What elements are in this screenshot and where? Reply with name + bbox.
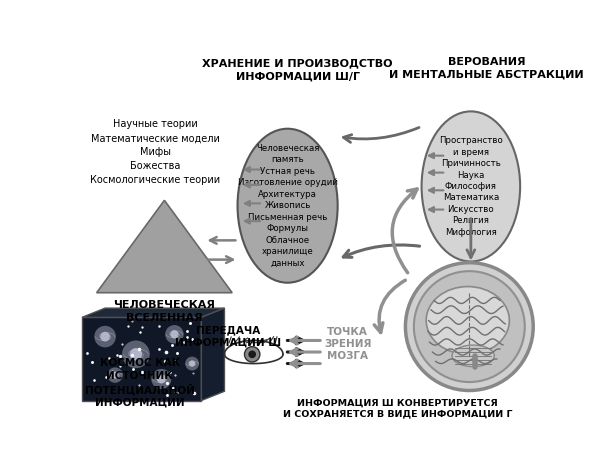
Text: ИНФОРМАЦИЯ Ш КОНВЕРТИРУЕТСЯ
И СОХРАНЯЕТСЯ В ВИДЕ ИНФОРМАЦИИ Г: ИНФОРМАЦИЯ Ш КОНВЕРТИРУЕТСЯ И СОХРАНЯЕТС… xyxy=(283,398,512,418)
Text: ВЕРОВАНИЯ
И МЕНТАЛЬНЫЕ АБСТРАКЦИИ: ВЕРОВАНИЯ И МЕНТАЛЬНЫЕ АБСТРАКЦИИ xyxy=(389,57,584,80)
Circle shape xyxy=(248,350,256,358)
Ellipse shape xyxy=(452,345,494,367)
Ellipse shape xyxy=(422,112,520,262)
Circle shape xyxy=(107,368,123,383)
Text: Пространство
и время
Причинность
Наука
Философия
Математика
Искусство
Религия
Ми: Пространство и время Причинность Наука Ф… xyxy=(439,136,503,237)
Ellipse shape xyxy=(238,129,338,283)
Circle shape xyxy=(130,348,142,361)
Circle shape xyxy=(170,330,178,338)
Circle shape xyxy=(414,271,525,382)
Polygon shape xyxy=(201,308,224,400)
Text: ЧЕЛОВЕЧЕСКАЯ
ВСЕЛЕННАЯ: ЧЕЛОВЕЧЕСКАЯ ВСЕЛЕННАЯ xyxy=(113,300,215,323)
Circle shape xyxy=(157,375,166,383)
Circle shape xyxy=(245,347,260,362)
Circle shape xyxy=(185,357,199,370)
Text: ПЕРЕДАЧА
ИНФОРМАЦИИ Ш: ПЕРЕДАЧА ИНФОРМАЦИИ Ш xyxy=(175,325,281,347)
Text: Человеческая
память
Устная речь
Изготовление орудий
Архитектура
Живопись
Письмен: Человеческая память Устная речь Изготовл… xyxy=(238,144,338,268)
Circle shape xyxy=(151,369,171,389)
Circle shape xyxy=(101,332,110,341)
Circle shape xyxy=(189,360,195,367)
Text: ТОЧКА
ЗРЕНИЯ
МОЗГА: ТОЧКА ЗРЕНИЯ МОЗГА xyxy=(324,326,371,362)
Circle shape xyxy=(94,326,116,347)
Circle shape xyxy=(112,372,118,379)
Text: КОСМОС КАК
ИСТОЧНИК
ПОТЕНЦИАЛЬНОЙ
ИНФОРМАЦИИ: КОСМОС КАК ИСТОЧНИК ПОТЕНЦИАЛЬНОЙ ИНФОРМ… xyxy=(85,358,195,407)
Text: Научные теории
Математические модели
Мифы
Божества
Космологические теории: Научные теории Математические модели Миф… xyxy=(90,119,220,186)
Circle shape xyxy=(405,263,533,390)
Polygon shape xyxy=(82,308,224,317)
Circle shape xyxy=(122,340,150,368)
Polygon shape xyxy=(97,200,232,293)
Polygon shape xyxy=(82,317,201,400)
Ellipse shape xyxy=(426,287,509,354)
Circle shape xyxy=(165,325,184,344)
Text: ХРАНЕНИЕ И ПРОИЗВОДСТВО
ИНФОРМАЦИИ Ш/Г: ХРАНЕНИЕ И ПРОИЗВОДСТВО ИНФОРМАЦИИ Ш/Г xyxy=(202,59,393,81)
